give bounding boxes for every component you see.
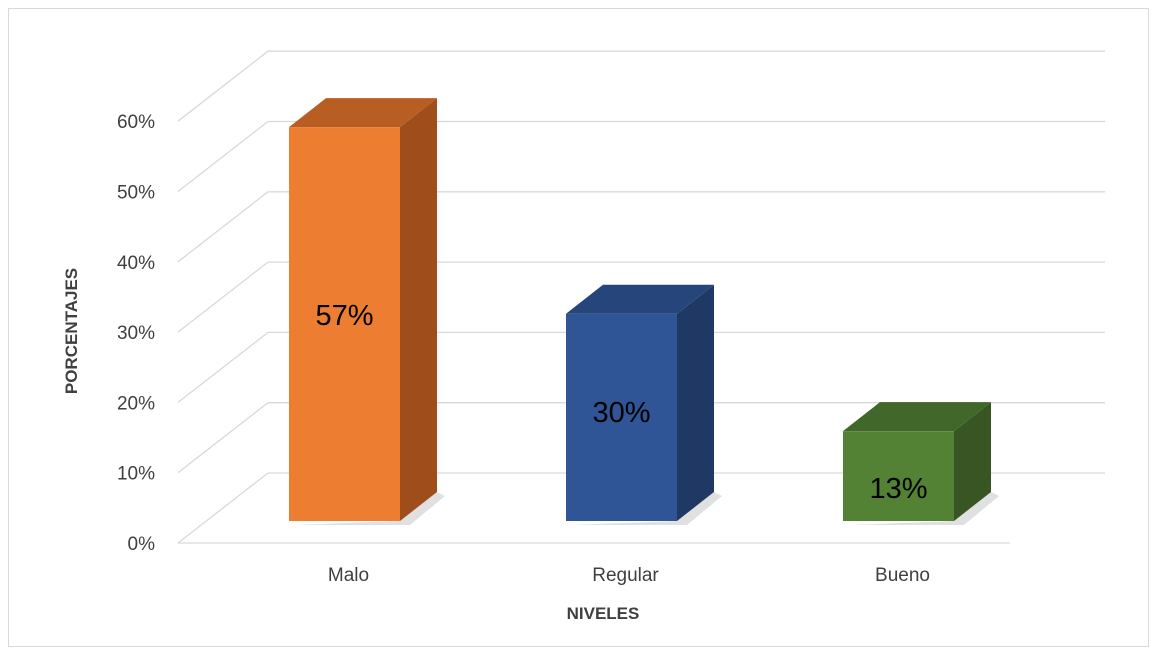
y-axis-title: PORCENTAJES [62, 268, 81, 394]
bar-bueno [843, 402, 999, 525]
bar-top-face [843, 402, 991, 432]
y-tick-label: 40% [117, 253, 155, 274]
bar-side-face [677, 284, 714, 521]
x-tick-label: Malo [328, 565, 369, 586]
bar-front-face [843, 431, 954, 521]
gridline-side [177, 50, 269, 122]
bar-regular [566, 284, 722, 525]
y-tick-label: 10% [117, 464, 155, 485]
gridline-side [177, 120, 269, 193]
data-label: 30% [592, 397, 650, 429]
bar-side-face [400, 98, 437, 521]
bars [289, 98, 999, 525]
bar-shadow [572, 492, 722, 525]
labels: 0% 10% 20% 30% 40% 50% 60% 57% Malo 30% Regular 13%… [117, 112, 930, 586]
gridline-side [177, 331, 269, 403]
bar-shadow [295, 492, 445, 525]
bar-front-face [566, 313, 677, 521]
bar-shadow [849, 492, 999, 525]
y-tick-label: 30% [117, 323, 155, 344]
bar-front-face [289, 127, 400, 521]
x-axis-title: NIVELES [567, 604, 640, 623]
gridline-side [177, 191, 269, 263]
data-label: 57% [315, 300, 373, 332]
bar-top-face [566, 284, 714, 314]
y-tick-label: 0% [128, 534, 156, 555]
bar-side-face [954, 402, 991, 521]
chart-frame [8, 8, 1149, 647]
bar-top-face [289, 98, 437, 128]
y-tick-label: 20% [117, 393, 155, 414]
data-label: 13% [869, 473, 927, 505]
gridline-side [177, 261, 269, 333]
y-tick-label: 60% [117, 112, 155, 133]
gridline-side [177, 402, 269, 474]
gridline-side [177, 472, 269, 544]
x-tick-label: Regular [592, 565, 659, 586]
bar-malo [289, 98, 445, 525]
x-tick-label: Bueno [875, 565, 930, 586]
y-tick-label: 50% [117, 183, 155, 204]
